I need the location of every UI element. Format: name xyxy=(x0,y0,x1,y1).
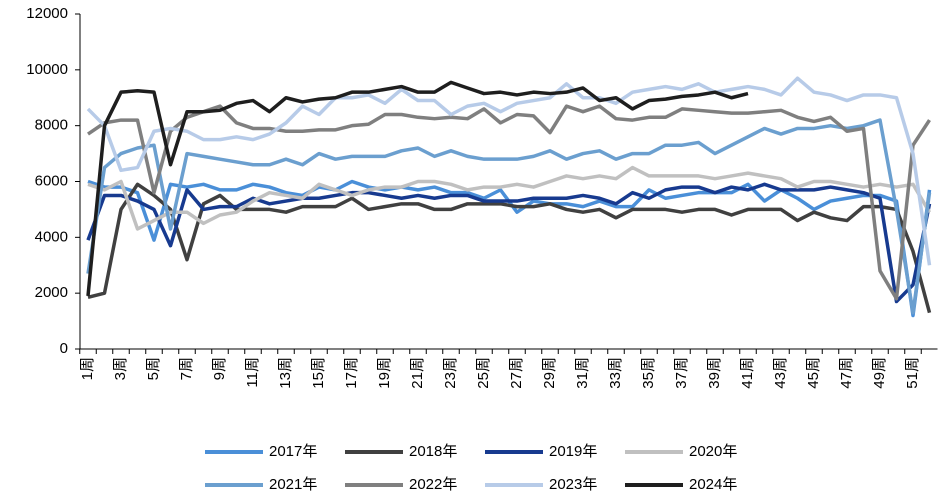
x-tick-label: 15周 xyxy=(310,357,327,389)
legend-label: 2019年 xyxy=(549,443,597,460)
x-tick-label: 49周 xyxy=(871,357,888,389)
series-line xyxy=(86,80,749,297)
x-tick-label: 35周 xyxy=(640,357,657,389)
x-tick-label: 33周 xyxy=(607,357,624,389)
legend-label: 2022年 xyxy=(409,476,457,493)
x-tick-label: 47周 xyxy=(838,357,855,389)
x-tick-label: 41周 xyxy=(739,357,756,389)
x-tick-label: 9周 xyxy=(211,357,228,380)
legend-label: 2017年 xyxy=(269,443,317,460)
legend-label: 2021年 xyxy=(269,476,317,493)
series-line xyxy=(87,165,932,231)
y-tick-label: 0 xyxy=(60,340,68,357)
x-tick-label: 13周 xyxy=(277,357,294,389)
y-tick-label: 8000 xyxy=(35,117,68,134)
x-tick-label: 27周 xyxy=(508,357,525,389)
series-line xyxy=(86,76,932,266)
x-tick-label: 21周 xyxy=(409,357,426,389)
x-tick-label: 45周 xyxy=(805,357,822,389)
legend-label: 2018年 xyxy=(409,443,457,460)
x-tick-label: 5周 xyxy=(145,357,162,380)
x-tick-label: 37周 xyxy=(673,357,690,389)
y-tick-label: 4000 xyxy=(35,228,68,245)
series-line xyxy=(86,118,932,315)
x-tick-label: 25周 xyxy=(475,357,492,389)
x-tick-label: 29周 xyxy=(541,357,558,389)
series-line xyxy=(86,182,932,304)
x-tick-label: 43周 xyxy=(772,357,789,389)
y-tick-label: 10000 xyxy=(26,61,68,78)
x-tick-label: 39周 xyxy=(706,357,723,389)
x-tick-label: 11周 xyxy=(244,357,261,388)
series-line xyxy=(87,104,931,301)
x-tick-label: 7周 xyxy=(178,357,195,380)
y-tick-label: 12000 xyxy=(26,5,68,22)
legend-label: 2024年 xyxy=(689,476,737,493)
x-tick-label: 1周 xyxy=(79,357,96,380)
x-tick-label: 19周 xyxy=(376,357,393,389)
y-tick-label: 6000 xyxy=(35,172,68,189)
x-tick-label: 3周 xyxy=(112,357,129,380)
series-line xyxy=(87,182,932,314)
y-tick-label: 2000 xyxy=(35,284,68,301)
x-tick-label: 31周 xyxy=(574,357,591,389)
legend-label: 2020年 xyxy=(689,443,737,460)
x-tick-label: 51周 xyxy=(904,357,921,389)
legend-label: 2023年 xyxy=(549,476,597,493)
x-tick-label: 17周 xyxy=(343,357,360,389)
x-tick-label: 23周 xyxy=(442,357,459,389)
